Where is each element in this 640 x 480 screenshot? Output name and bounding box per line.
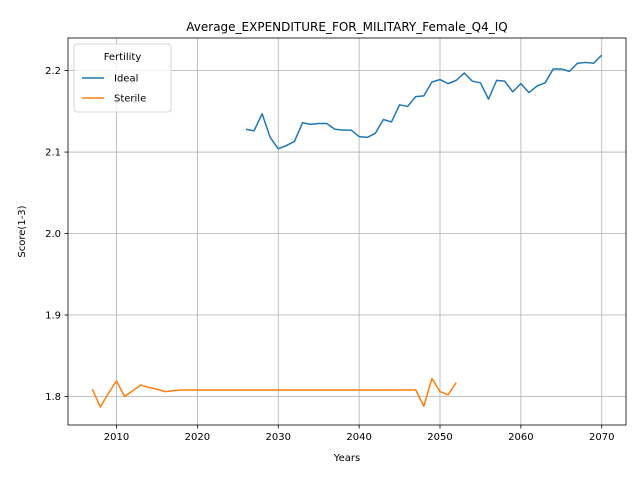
legend-box — [73, 43, 172, 113]
y-tick-label: 2.1 — [45, 148, 61, 159]
chart-title: Average_EXPENDITURE_FOR_MILITARY_Female_… — [186, 20, 507, 34]
legend-label-sterile: Sterile — [114, 94, 146, 105]
x-axis-label: Years — [333, 453, 360, 464]
series-line-sterile — [91, 377, 457, 408]
x-tick-label: 2070 — [589, 432, 614, 443]
y-tick-label: 2.0 — [45, 229, 61, 240]
legend-label-ideal: Ideal — [114, 74, 138, 85]
plot-frame — [67, 37, 627, 426]
grid-lines — [68, 38, 626, 425]
x-tick-label: 2030 — [266, 432, 291, 443]
x-tick-label: 2050 — [427, 432, 452, 443]
series-lines — [91, 54, 603, 408]
y-tick-label: 2.2 — [45, 66, 61, 77]
legend-title: Fertility — [104, 52, 142, 63]
x-tick-label: 2060 — [508, 432, 533, 443]
y-axis: 1.8 1.9 2.0 2.1 2.2 — [45, 66, 68, 403]
y-axis-label: Score(1-3) — [17, 205, 28, 257]
y-tick-label: 1.8 — [45, 392, 61, 403]
x-axis: 2010 2020 2030 2040 2050 2060 2070 — [104, 425, 614, 443]
y-tick-label: 1.9 — [45, 311, 61, 322]
legend: Fertility Ideal Sterile — [73, 43, 172, 113]
x-tick-label: 2020 — [185, 432, 210, 443]
x-tick-label: 2010 — [104, 432, 129, 443]
x-tick-label: 2040 — [346, 432, 371, 443]
series-line-ideal — [245, 54, 603, 150]
